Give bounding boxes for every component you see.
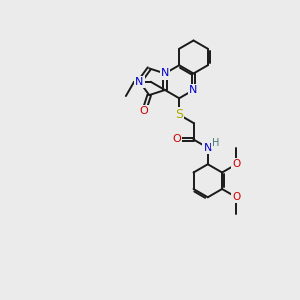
Text: O: O: [232, 159, 241, 169]
Text: N: N: [189, 85, 198, 95]
Text: S: S: [175, 108, 183, 121]
Text: O: O: [140, 106, 148, 116]
Text: O: O: [232, 192, 241, 202]
Text: N: N: [204, 143, 212, 153]
Text: O: O: [172, 134, 182, 145]
Text: N: N: [161, 68, 169, 79]
Text: H: H: [212, 138, 220, 148]
Text: N: N: [135, 77, 144, 87]
